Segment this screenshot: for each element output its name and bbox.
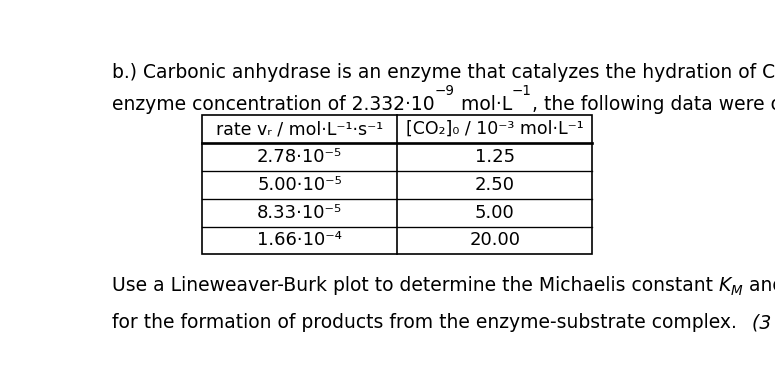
Text: M: M <box>731 284 742 298</box>
Text: 8.33·10⁻⁵: 8.33·10⁻⁵ <box>257 204 342 222</box>
Text: −1: −1 <box>512 84 532 98</box>
Text: 1.25: 1.25 <box>475 148 515 166</box>
Text: enzyme concentration of 2.332·10: enzyme concentration of 2.332·10 <box>112 95 435 114</box>
Text: 20.00: 20.00 <box>470 232 520 250</box>
Text: 2.78·10⁻⁵: 2.78·10⁻⁵ <box>257 148 342 166</box>
Bar <box>202 115 592 254</box>
Text: , the following data were obtained:: , the following data were obtained: <box>532 95 775 114</box>
Text: −9: −9 <box>435 84 454 98</box>
Text: rate vᵣ / mol·L⁻¹·s⁻¹: rate vᵣ / mol·L⁻¹·s⁻¹ <box>216 120 383 138</box>
Text: and the rate: and the rate <box>742 276 775 295</box>
Text: K: K <box>719 276 731 295</box>
Text: for the formation of products from the enzyme-substrate complex.: for the formation of products from the e… <box>112 313 737 332</box>
Text: (3 credits): (3 credits) <box>752 313 775 332</box>
Text: 5.00: 5.00 <box>475 204 515 222</box>
Text: 2.50: 2.50 <box>475 176 515 194</box>
Text: mol·L: mol·L <box>454 95 512 114</box>
Text: [CO₂]₀ / 10⁻³ mol·L⁻¹: [CO₂]₀ / 10⁻³ mol·L⁻¹ <box>406 120 584 138</box>
Text: 5.00·10⁻⁵: 5.00·10⁻⁵ <box>257 176 342 194</box>
Text: Use a Lineweaver-Burk plot to determine the Michaelis constant: Use a Lineweaver-Burk plot to determine … <box>112 276 719 295</box>
Text: b.) Carbonic anhydrase is an enzyme that catalyzes the hydration of CO: b.) Carbonic anhydrase is an enzyme that… <box>112 63 775 82</box>
Text: 1.66·10⁻⁴: 1.66·10⁻⁴ <box>257 232 342 250</box>
